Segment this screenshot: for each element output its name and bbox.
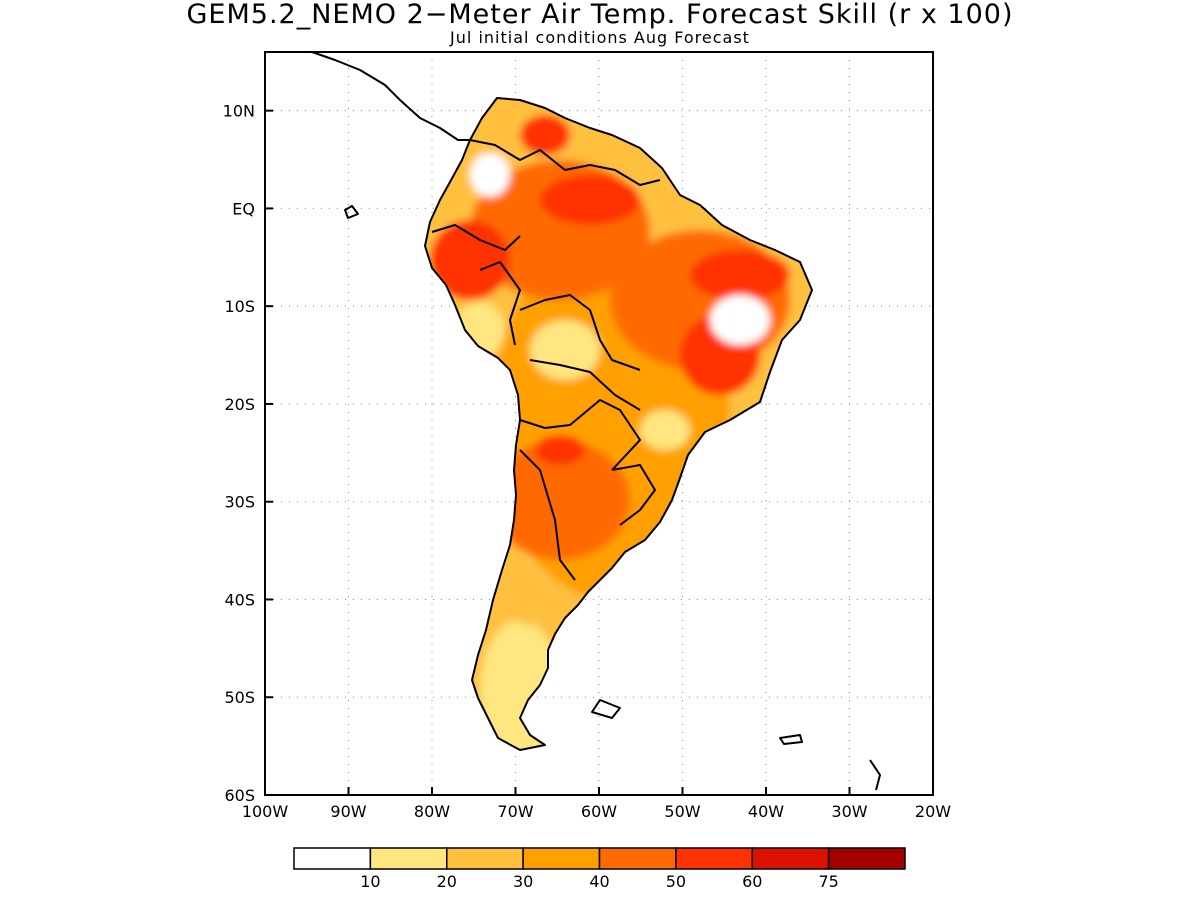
colorbar-label: 30	[513, 872, 533, 891]
colorbar-swatch	[369, 847, 448, 870]
map-title: GEM5.2_NEMO 2−Meter Air Temp. Forecast S…	[186, 0, 1014, 30]
colorbar-swatch	[522, 847, 601, 870]
x-tick-label: 20W	[915, 802, 951, 821]
y-tick-label: 10N	[223, 102, 255, 121]
colorbar-label: 10	[360, 872, 380, 891]
x-tick-label: 50W	[664, 802, 700, 821]
colorbar-label: 75	[818, 872, 838, 891]
x-tick-label: 90W	[330, 802, 366, 821]
colorbar-label: 50	[666, 872, 686, 891]
y-tick-label: 10S	[224, 297, 255, 316]
colorbar-swatch	[598, 847, 677, 870]
x-tick-label: 60W	[581, 802, 617, 821]
x-tick-label: 70W	[497, 802, 533, 821]
map-subtitle: Jul initial conditions Aug Forecast	[450, 28, 750, 47]
y-tick-label: 40S	[224, 590, 255, 609]
colorbar-swatch	[446, 847, 524, 870]
y-tick-label: EQ	[232, 199, 255, 218]
y-axis: 10N EQ 10S 20S 30S 40S 50S 60S	[223, 102, 273, 805]
x-tick-label: 40W	[748, 802, 784, 821]
y-tick-label: 30S	[224, 493, 255, 512]
x-tick-label: 80W	[414, 802, 450, 821]
colorbar-label: 20	[437, 872, 457, 891]
skill-field	[425, 98, 812, 750]
colorbar-swatch	[675, 847, 753, 870]
colorbar-swatch	[293, 847, 372, 870]
colorbar-swatch	[827, 847, 906, 870]
colorbar: 10 20 30 40 50 60 75	[293, 847, 906, 891]
y-tick-label: 20S	[224, 395, 255, 414]
colorbar-label: 40	[589, 872, 609, 891]
coastline	[311, 51, 881, 791]
y-tick-label: 60S	[224, 786, 255, 805]
x-tick-label: 100W	[242, 802, 289, 821]
colorbar-swatch	[751, 847, 830, 870]
x-axis: 100W 90W 80W 70W 60W 50W 40W 30W 20W	[242, 787, 951, 821]
y-tick-label: 50S	[224, 688, 255, 707]
colorbar-label: 60	[742, 872, 762, 891]
x-tick-label: 30W	[831, 802, 867, 821]
